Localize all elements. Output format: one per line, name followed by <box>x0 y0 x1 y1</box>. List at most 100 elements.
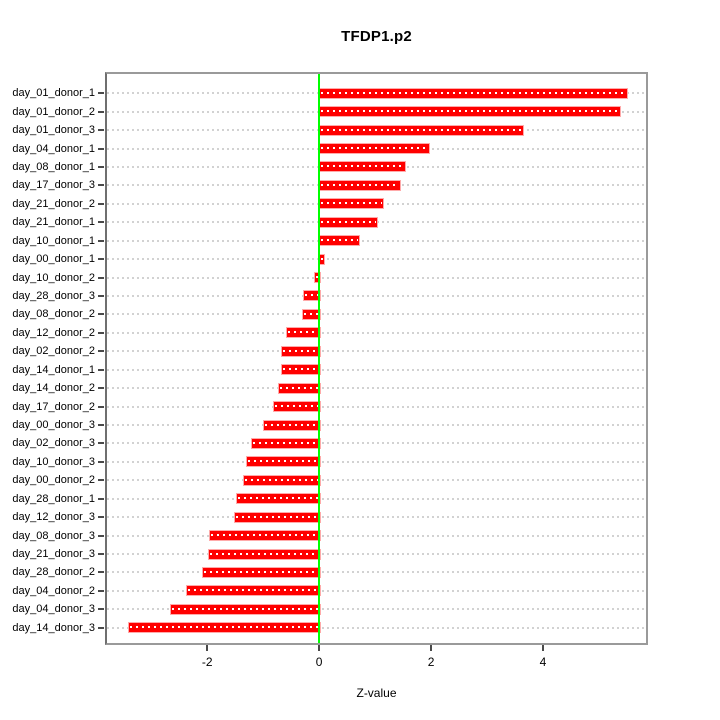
y-axis-label-day_21_donor_2: day_21_donor_2 <box>12 197 95 210</box>
bar-dotted-texture <box>321 239 359 242</box>
bar-dotted-texture <box>287 331 320 334</box>
bar-dotted-texture <box>283 368 320 371</box>
y-axis-tick <box>98 405 104 408</box>
gridline <box>107 331 646 334</box>
y-axis-label-day_04_donor_1: day_04_donor_1 <box>12 142 95 155</box>
bar-day_01_donor_1 <box>319 87 629 99</box>
y-axis-label-day_12_donor_2: day_12_donor_2 <box>12 326 95 339</box>
y-axis-label-day_14_donor_1: day_14_donor_1 <box>12 363 95 376</box>
y-axis-label-day_21_donor_1: day_21_donor_1 <box>12 216 95 229</box>
x-axis-tick-label: 0 <box>315 655 323 669</box>
gridline <box>107 626 646 629</box>
bar-day_01_donor_3 <box>319 124 524 136</box>
bar-dotted-texture <box>321 183 399 186</box>
y-axis-tick <box>98 221 104 224</box>
gridline <box>107 368 646 371</box>
bar-day_14_donor_1 <box>281 364 322 376</box>
bar-dotted-texture <box>171 607 320 610</box>
bar-day_04_donor_3 <box>169 603 322 615</box>
bar-day_04_donor_2 <box>185 585 322 597</box>
bar-day_04_donor_1 <box>319 143 430 155</box>
y-axis-tick <box>98 368 104 371</box>
gridline <box>107 534 646 537</box>
bar-day_01_donor_2 <box>319 106 621 118</box>
bar-dotted-texture <box>129 626 320 629</box>
plot-area <box>105 72 648 645</box>
y-axis-tick <box>98 387 104 390</box>
bar-dotted-texture <box>303 312 320 315</box>
bar-day_14_donor_3 <box>127 622 322 634</box>
x-axis-tick-label: 4 <box>539 655 547 669</box>
bar-dotted-texture <box>187 589 320 592</box>
y-axis-label-day_12_donor_3: day_12_donor_3 <box>12 511 95 524</box>
x-axis-tick <box>430 645 433 651</box>
gridline <box>107 387 646 390</box>
bar-dotted-texture <box>237 497 320 500</box>
y-axis-label-day_08_donor_3: day_08_donor_3 <box>12 529 95 542</box>
bar-day_08_donor_3 <box>208 530 322 542</box>
gridline <box>107 479 646 482</box>
y-axis-tick <box>98 202 104 205</box>
y-axis-label-day_00_donor_3: day_00_donor_3 <box>12 419 95 432</box>
gridline <box>107 497 646 500</box>
y-axis-tick <box>98 460 104 463</box>
y-axis-label-day_01_donor_1: day_01_donor_1 <box>12 87 95 100</box>
bar-day_28_donor_2 <box>201 566 322 578</box>
y-axis-tick <box>98 165 104 168</box>
x-axis-tick-label: -2 <box>201 655 213 669</box>
bar-dotted-texture <box>316 276 320 279</box>
bar-day_02_donor_3 <box>251 437 322 449</box>
bar-dotted-texture <box>253 441 320 444</box>
gridline <box>107 294 646 297</box>
y-axis-label-day_17_donor_3: day_17_donor_3 <box>12 179 95 192</box>
gridline <box>107 424 646 427</box>
zero-reference-line <box>318 74 321 643</box>
bar-dotted-texture <box>236 515 320 518</box>
gridline <box>107 460 646 463</box>
y-axis-label-day_00_donor_2: day_00_donor_2 <box>12 474 95 487</box>
y-axis-label-day_14_donor_2: day_14_donor_2 <box>12 382 95 395</box>
bar-day_08_donor_2 <box>301 308 322 320</box>
gridline <box>107 239 646 242</box>
bar-dotted-texture <box>321 147 428 150</box>
y-axis-label-day_17_donor_2: day_17_donor_2 <box>12 400 95 413</box>
gridline <box>107 350 646 353</box>
bar-dotted-texture <box>280 386 320 389</box>
x-axis-tick <box>542 645 544 651</box>
y-axis-tick <box>98 129 104 132</box>
bar-dotted-texture <box>283 349 320 352</box>
y-axis-label-day_08_donor_1: day_08_donor_1 <box>12 160 95 173</box>
bar-day_21_donor_3 <box>207 548 322 560</box>
bar-dotted-texture <box>305 294 320 297</box>
bar-dotted-texture <box>321 110 619 113</box>
bar-day_21_donor_2 <box>319 198 385 210</box>
y-axis-tick <box>98 442 104 445</box>
bar-dotted-texture <box>321 220 376 223</box>
y-axis-label-day_01_donor_3: day_01_donor_3 <box>12 124 95 137</box>
bar-dotted-texture <box>203 570 320 573</box>
y-axis-tick <box>98 497 104 500</box>
x-axis-tick <box>206 645 209 651</box>
y-axis-label-day_10_donor_2: day_10_donor_2 <box>12 271 95 284</box>
y-axis-tick <box>98 608 104 611</box>
bar-dotted-texture <box>248 460 320 463</box>
y-axis-tick <box>98 184 104 187</box>
bar-day_12_donor_3 <box>234 511 322 523</box>
y-axis-label-day_28_donor_3: day_28_donor_3 <box>12 289 95 302</box>
y-axis-tick <box>98 553 104 556</box>
y-axis-label-day_21_donor_3: day_21_donor_3 <box>12 548 95 561</box>
y-axis-tick <box>98 147 104 150</box>
bar-dotted-texture <box>245 478 320 481</box>
y-axis-tick <box>98 571 104 574</box>
bar-dotted-texture <box>321 202 383 205</box>
y-axis-tick <box>98 589 104 592</box>
bar-day_28_donor_1 <box>235 493 322 505</box>
y-axis-tick <box>98 479 104 482</box>
gridline <box>107 442 646 445</box>
bar-day_17_donor_2 <box>272 401 322 413</box>
bar-day_21_donor_1 <box>319 216 378 228</box>
y-axis-tick <box>98 239 104 242</box>
x-axis-tick-label: 2 <box>427 655 435 669</box>
bar-dotted-texture <box>209 552 320 555</box>
